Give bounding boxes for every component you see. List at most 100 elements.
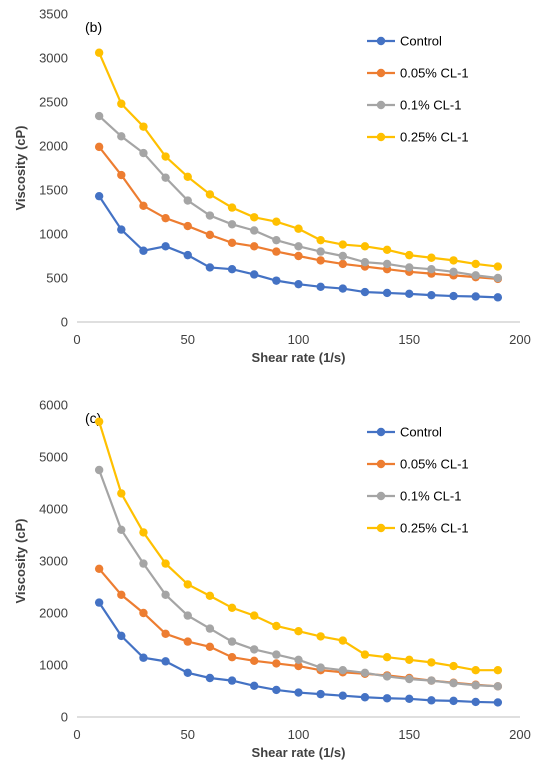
x-tick-label: 200 [509, 727, 531, 742]
legend-label: 0.05% CL-1 [400, 457, 469, 472]
legend-swatch-marker [376, 523, 386, 533]
legend-label: 0.1% CL-1 [400, 98, 461, 113]
data-point [405, 674, 414, 684]
data-point [360, 242, 370, 251]
data-point [427, 696, 436, 705]
data-point [360, 650, 370, 659]
data-point [338, 636, 347, 645]
data-point [405, 655, 414, 664]
x-tick-label: 150 [398, 727, 420, 742]
x-tick-label: 200 [509, 332, 531, 347]
data-point [117, 132, 126, 141]
legend-item: Control [367, 425, 442, 440]
data-point [449, 256, 458, 265]
y-tick-label: 2500 [39, 95, 68, 110]
data-point [250, 611, 259, 620]
data-point [94, 48, 104, 57]
data-point [161, 152, 170, 161]
y-tick-label: 0 [61, 710, 68, 725]
data-point [338, 691, 347, 700]
legend: Control 0.05% CL-1 0.1% CL-1 0.25% CL-1 [367, 425, 469, 536]
y-axis-title: Viscosity (cP) [13, 125, 28, 210]
legend-item: 0.1% CL-1 [367, 489, 461, 504]
data-point [471, 259, 480, 269]
data-point [227, 238, 237, 247]
legend-swatch-marker [376, 68, 386, 78]
data-point [227, 220, 237, 229]
data-point [427, 658, 436, 667]
data-point [205, 673, 215, 683]
x-tick-label: 100 [288, 727, 310, 742]
data-point [316, 689, 325, 699]
data-point [183, 580, 192, 589]
series-3 [94, 48, 503, 271]
data-point [94, 142, 104, 152]
data-point [250, 645, 259, 654]
data-point [94, 465, 104, 475]
x-tick-label: 0 [73, 332, 80, 347]
data-point [94, 111, 104, 121]
data-point [161, 629, 170, 638]
data-point [449, 696, 458, 706]
data-point [427, 676, 436, 685]
data-point [405, 289, 414, 299]
data-point [161, 242, 170, 251]
x-tick-label: 100 [288, 332, 310, 347]
data-point [405, 694, 414, 703]
data-point [117, 99, 126, 108]
legend-item: 0.25% CL-1 [367, 130, 469, 145]
legend-label: 0.1% CL-1 [400, 489, 461, 504]
data-point [161, 657, 170, 666]
data-point [205, 230, 215, 240]
data-point [427, 290, 436, 300]
panel-label: (b) [85, 19, 102, 35]
legend-item: 0.05% CL-1 [367, 457, 469, 472]
legend: Control 0.05% CL-1 0.1% CL-1 0.25% CL-1 [367, 34, 469, 145]
data-point [205, 211, 215, 220]
data-point [338, 666, 347, 675]
data-point [117, 631, 126, 641]
data-point [382, 259, 392, 269]
legend-label: 0.05% CL-1 [400, 66, 469, 81]
data-point [471, 697, 480, 707]
y-tick-label: 3000 [39, 51, 68, 66]
data-point [316, 235, 325, 245]
data-point [272, 276, 281, 285]
data-point [360, 257, 370, 267]
data-point [471, 271, 480, 280]
data-point [250, 681, 259, 690]
data-point [183, 172, 192, 181]
data-point [338, 284, 347, 293]
data-point [205, 591, 215, 601]
data-point [272, 235, 281, 245]
data-point [139, 148, 148, 158]
data-point [471, 292, 480, 301]
y-tick-label: 1500 [39, 183, 68, 198]
data-point [205, 624, 215, 633]
legend-item: 0.25% CL-1 [367, 521, 469, 536]
data-point [360, 693, 370, 702]
data-point [471, 666, 480, 675]
data-point [161, 590, 170, 599]
x-tick-label: 50 [181, 332, 195, 347]
data-point [405, 263, 414, 272]
data-point [471, 681, 480, 690]
y-tick-label: 2000 [39, 606, 68, 621]
data-point [183, 637, 192, 646]
data-point [338, 251, 347, 261]
x-tick-label: 50 [181, 727, 195, 742]
data-point [382, 672, 392, 681]
y-tick-label: 6000 [39, 398, 68, 413]
legend-swatch-marker [376, 491, 386, 501]
data-point [360, 287, 370, 297]
data-point [139, 201, 148, 211]
series-1 [94, 142, 503, 284]
data-point [427, 253, 436, 262]
legend-item: 0.05% CL-1 [367, 66, 469, 81]
data-point [493, 698, 503, 707]
data-point [183, 221, 192, 231]
data-point [227, 676, 237, 685]
data-point [205, 642, 215, 651]
series-3 [94, 417, 503, 675]
